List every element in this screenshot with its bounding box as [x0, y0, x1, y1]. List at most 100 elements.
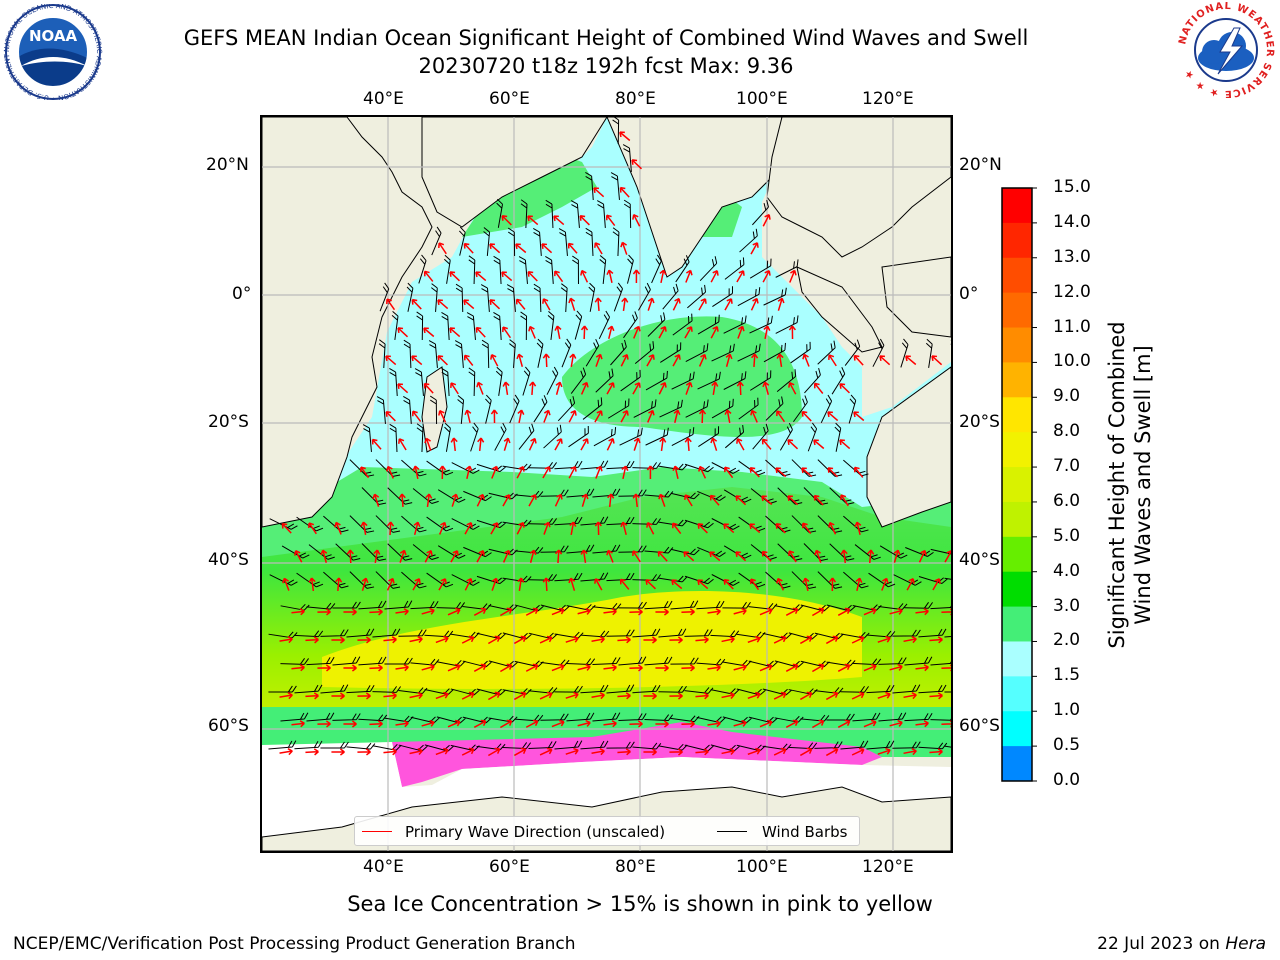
- wave-arrow: [369, 720, 383, 728]
- wind-barb-shape: [697, 314, 720, 335]
- wind-barb: [644, 546, 674, 554]
- wave-arrow: [721, 635, 735, 644]
- wave-arrow: [788, 325, 796, 340]
- wave-arrow: [438, 409, 447, 423]
- wave-arrow: [724, 298, 733, 311]
- wind-barb: [269, 518, 298, 530]
- wind-barb: [662, 283, 679, 310]
- wind-barb-shape: [588, 282, 596, 312]
- wind-barb: [696, 600, 725, 610]
- wave-arrow-shape: [840, 494, 849, 507]
- wind-barb-shape: [403, 396, 412, 425]
- wind-barb: [281, 545, 310, 559]
- wave-arrow-shape: [371, 438, 382, 450]
- wave-arrow: [941, 608, 951, 616]
- wave-arrow: [383, 636, 397, 644]
- wind-barb-shape: [458, 226, 466, 256]
- wave-arrow-shape: [698, 353, 707, 367]
- wave-arrow: [825, 747, 839, 757]
- wind-barb: [944, 743, 951, 751]
- wave-arrow-shape: [851, 747, 865, 756]
- wind-barb-shape: [776, 369, 797, 392]
- wave-arrow-shape: [473, 607, 487, 616]
- wave-arrow-shape: [620, 353, 629, 367]
- wind-barb: [737, 287, 761, 307]
- wind-barb: [320, 629, 349, 637]
- wind-barb: [660, 342, 682, 363]
- land-africa: [262, 117, 433, 528]
- wave-arrow: [854, 521, 862, 535]
- wind-barb-shape: [441, 367, 450, 397]
- wave-arrow: [291, 664, 305, 672]
- wave-arrow-shape: [776, 353, 784, 368]
- wind-barb: [560, 283, 568, 313]
- wind-barb: [406, 282, 414, 312]
- wind-barb-shape: [554, 572, 583, 582]
- wave-arrow: [279, 636, 293, 644]
- wave-arrow-shape: [672, 465, 680, 479]
- wave-arrow: [747, 635, 761, 644]
- wind-barb-shape: [358, 600, 387, 610]
- wave-arrow: [502, 494, 511, 507]
- wave-arrow-shape: [787, 495, 799, 506]
- wave-arrow-shape: [643, 636, 657, 644]
- wave-arrow: [646, 465, 655, 480]
- wave-arrow-shape: [944, 550, 951, 563]
- wind-barb: [659, 399, 683, 418]
- wind-barb: [533, 228, 542, 257]
- wave-arrow: [777, 297, 785, 311]
- wave-arrow-shape: [672, 297, 681, 311]
- wind-barb-shape: [618, 656, 647, 666]
- lon-label-bottom-100: 100°E: [736, 857, 788, 877]
- wind-barb-shape: [697, 371, 721, 390]
- wind-barb: [779, 422, 793, 451]
- wave-arrow-shape: [721, 635, 735, 644]
- wind-barb: [672, 313, 693, 336]
- wave-arrow-shape: [879, 355, 891, 366]
- wave-arrow-shape: [759, 607, 773, 616]
- wind-barb-shape: [752, 423, 769, 450]
- wave-arrow-shape: [707, 720, 721, 728]
- wave-arrow: [906, 578, 915, 591]
- wave-arrow-shape: [438, 409, 447, 423]
- wind-barb: [384, 657, 413, 665]
- wave-arrow-shape: [773, 691, 787, 700]
- wave-arrow-shape: [421, 607, 435, 615]
- footer-date: 22 Jul 2023 on Hera: [1097, 934, 1266, 954]
- wave-arrow: [647, 409, 655, 423]
- wave-arrow: [647, 297, 655, 311]
- wind-barb-shape: [269, 518, 298, 530]
- wave-arrow: [282, 577, 290, 591]
- wind-barb: [463, 490, 492, 502]
- wind-barb: [866, 740, 895, 750]
- wave-arrow: [889, 719, 903, 727]
- wave-arrow: [463, 242, 474, 254]
- wave-arrow: [710, 437, 718, 451]
- wave-arrow: [553, 215, 565, 226]
- wave-arrow: [413, 521, 421, 535]
- wave-arrow: [932, 578, 941, 591]
- wind-barb-shape: [520, 199, 528, 229]
- wind-barb-shape: [280, 712, 309, 722]
- wind-barb-shape: [545, 199, 554, 229]
- wind-barb-shape: [671, 427, 695, 447]
- wind-barb: [684, 629, 713, 637]
- wave-arrow: [736, 270, 745, 283]
- wave-arrow-shape: [372, 493, 380, 507]
- wave-arrow: [591, 636, 605, 644]
- wave-arrow-shape: [473, 663, 487, 672]
- wind-barb-shape: [619, 427, 643, 446]
- wind-barb: [441, 311, 450, 341]
- wave-arrow-shape: [799, 691, 813, 701]
- wind-barb: [372, 628, 401, 638]
- wind-barb-shape: [554, 740, 583, 750]
- wind-barb: [647, 312, 666, 337]
- wave-arrow-shape: [502, 326, 512, 339]
- wave-arrow-shape: [525, 663, 539, 672]
- wind-barb: [463, 546, 492, 558]
- wind-barb: [540, 713, 569, 721]
- wave-arrow-shape: [357, 636, 371, 644]
- wave-arrow-shape: [761, 495, 773, 506]
- wind-barb: [750, 370, 772, 391]
- wind-barb: [685, 399, 709, 418]
